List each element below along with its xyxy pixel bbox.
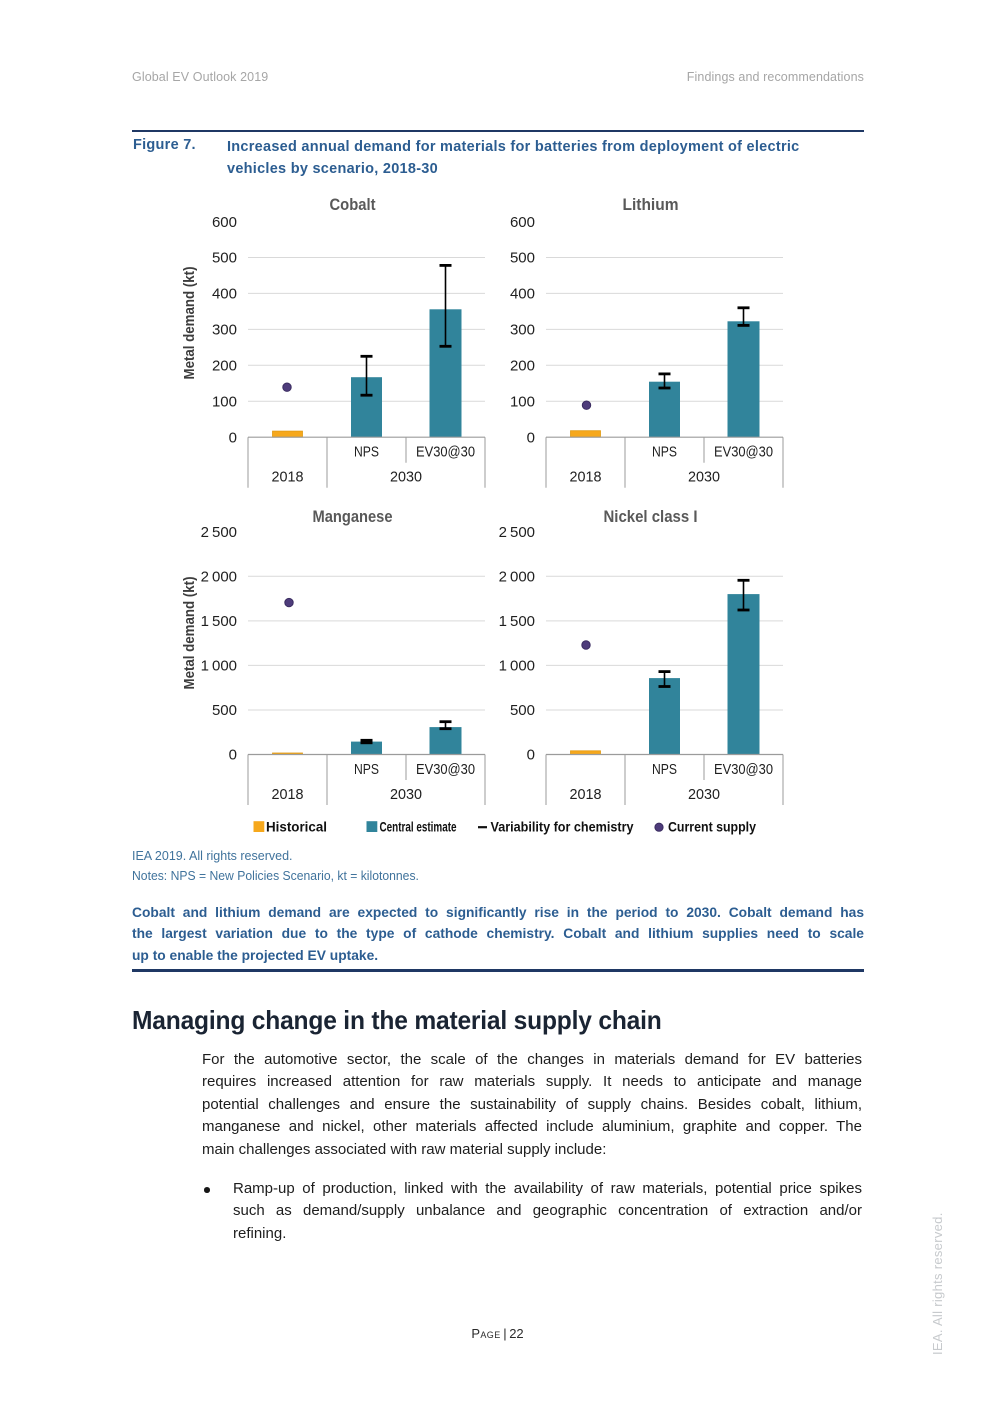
svg-text:Manganese: Manganese: [313, 508, 393, 526]
svg-text:1 000: 1 000: [499, 658, 535, 675]
svg-text:Lithium: Lithium: [623, 196, 679, 214]
svg-text:Cobalt: Cobalt: [330, 196, 376, 214]
svg-text:400: 400: [212, 286, 237, 303]
svg-text:500: 500: [510, 250, 535, 267]
svg-text:2 500: 2 500: [499, 524, 535, 541]
svg-text:500: 500: [212, 702, 237, 719]
svg-text:NPS: NPS: [652, 445, 677, 461]
svg-text:200: 200: [212, 358, 237, 375]
svg-text:100: 100: [212, 394, 237, 411]
svg-text:Metal demand (kt): Metal demand (kt): [182, 266, 198, 379]
svg-text:200: 200: [510, 358, 535, 375]
svg-text:1 000: 1 000: [201, 658, 237, 675]
svg-text:2030: 2030: [390, 469, 422, 486]
svg-text:2018: 2018: [272, 786, 304, 803]
svg-text:0: 0: [527, 747, 535, 764]
svg-text:600: 600: [212, 214, 237, 231]
svg-text:2 000: 2 000: [499, 569, 535, 586]
svg-text:NPS: NPS: [652, 762, 677, 778]
svg-text:Historical: Historical: [266, 819, 327, 834]
svg-text:2018: 2018: [570, 469, 602, 486]
svg-text:EV30@30: EV30@30: [416, 762, 475, 778]
svg-text:Variability for chemistry: Variability for chemistry: [491, 819, 634, 834]
svg-text:0: 0: [527, 429, 535, 446]
svg-text:1 500: 1 500: [201, 613, 237, 630]
svg-text:2 000: 2 000: [201, 569, 237, 586]
svg-text:1 500: 1 500: [499, 613, 535, 630]
svg-text:Nickel class I: Nickel class I: [604, 508, 698, 526]
svg-text:2018: 2018: [272, 469, 304, 486]
svg-text:0: 0: [229, 429, 237, 446]
svg-text:NPS: NPS: [354, 445, 379, 461]
svg-text:Current supply: Current supply: [668, 819, 756, 834]
svg-text:600: 600: [510, 214, 535, 231]
svg-text:EV30@30: EV30@30: [416, 445, 475, 461]
svg-text:EV30@30: EV30@30: [714, 445, 773, 461]
svg-text:0: 0: [229, 747, 237, 764]
svg-text:Metal demand (kt): Metal demand (kt): [182, 576, 198, 689]
svg-text:400: 400: [510, 286, 535, 303]
svg-text:2 500: 2 500: [201, 524, 237, 541]
svg-text:EV30@30: EV30@30: [714, 762, 773, 778]
svg-text:2030: 2030: [688, 786, 720, 803]
svg-text:100: 100: [510, 394, 535, 411]
svg-text:NPS: NPS: [354, 762, 379, 778]
svg-text:300: 300: [510, 322, 535, 339]
svg-text:2018: 2018: [570, 786, 602, 803]
svg-text:Central estimate: Central estimate: [380, 819, 457, 834]
svg-text:2030: 2030: [688, 469, 720, 486]
svg-text:2030: 2030: [390, 786, 422, 803]
svg-text:500: 500: [510, 702, 535, 719]
svg-text:500: 500: [212, 250, 237, 267]
svg-text:300: 300: [212, 322, 237, 339]
